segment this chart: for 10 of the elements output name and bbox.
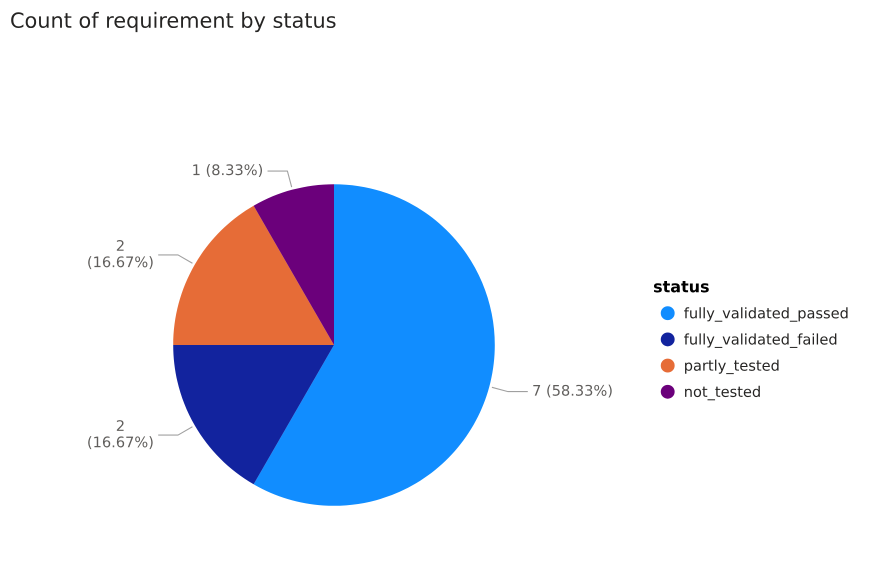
chart-title: Count of requirement by status <box>11 12 336 32</box>
legend-label: fully_validated_passed <box>684 307 848 322</box>
data-label: 7 (58.33%) <box>533 384 612 398</box>
legend-label: not_tested <box>685 386 760 400</box>
legend-title: status <box>654 281 709 292</box>
legend-label: fully_validated_failed <box>684 333 836 348</box>
data-label: 2 (16.67%) <box>88 420 153 450</box>
data-label: 2 (16.67%) <box>88 240 153 270</box>
data-label: 1 (8.33%) <box>193 164 262 177</box>
legend-label: partly_tested <box>685 360 779 374</box>
